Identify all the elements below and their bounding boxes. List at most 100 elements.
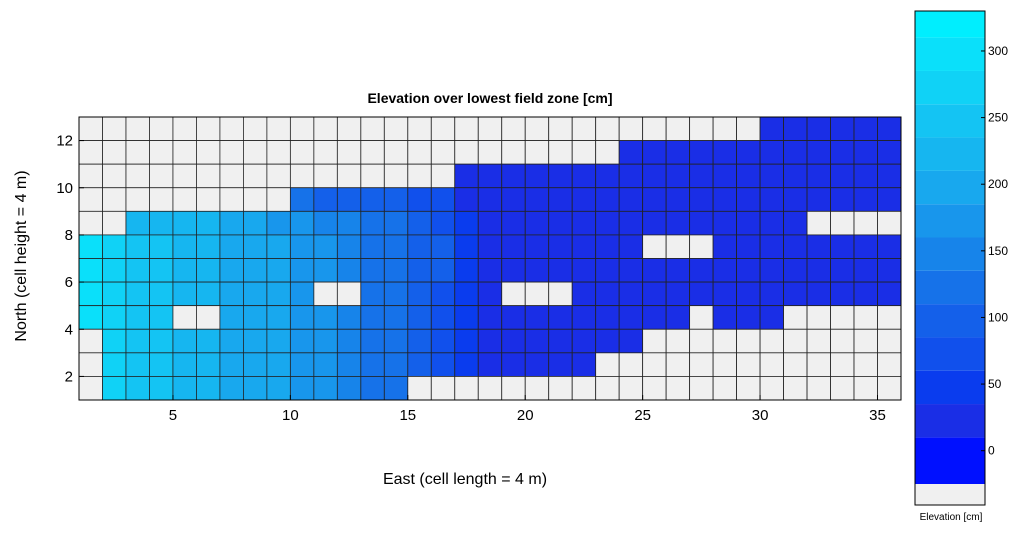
heatmap-cell-empty [266, 116, 291, 141]
heatmap-cell [407, 305, 432, 330]
heatmap-cell [454, 328, 479, 354]
heatmap-cell [877, 163, 902, 189]
heatmap-cell [102, 328, 127, 354]
heatmap-cell [454, 187, 479, 212]
heatmap-cell [524, 210, 550, 236]
heatmap-cell-empty [78, 116, 103, 141]
heatmap-cell [219, 305, 244, 330]
heatmap-cell [548, 328, 573, 354]
heatmap-cell [102, 376, 127, 401]
heatmap-cell [642, 140, 667, 165]
heatmap-cell [712, 234, 737, 259]
heatmap-cell-empty [524, 116, 550, 141]
heatmap-cell-empty [830, 352, 855, 377]
heatmap-cell [125, 328, 150, 354]
heatmap-cell-empty [266, 163, 291, 189]
heatmap-cell-empty [454, 116, 479, 141]
heatmap-cell [877, 116, 902, 141]
heatmap-cell [242, 305, 268, 330]
heatmap-cell [642, 258, 667, 283]
heatmap-cell-empty [806, 305, 831, 330]
heatmap-cell [759, 187, 784, 212]
heatmap-cell [501, 352, 526, 377]
heatmap-cell [407, 352, 432, 377]
heatmap-cell [571, 187, 597, 212]
heatmap-cell-empty [501, 116, 526, 141]
heatmap-cell-empty [172, 305, 197, 330]
heatmap-cell-empty [289, 163, 315, 189]
heatmap-cell-empty [477, 376, 503, 401]
heatmap-cell [548, 258, 573, 283]
y-axis-label: North (cell height = 4 m) [13, 170, 30, 341]
y-tick-label: 2 [65, 368, 73, 385]
heatmap-cell [830, 187, 855, 212]
heatmap-cell-empty [595, 140, 620, 165]
heatmap-cell [102, 305, 127, 330]
heatmap-cell [172, 376, 197, 401]
heatmap-cell [524, 187, 550, 212]
heatmap-cell [149, 281, 174, 307]
heatmap-cell-empty [853, 376, 878, 401]
heatmap-cell [454, 258, 479, 283]
heatmap-cell [665, 305, 691, 330]
heatmap-cell-empty [242, 140, 268, 165]
heatmap-cell [289, 352, 315, 377]
heatmap-cell-empty [219, 116, 244, 141]
heatmap-cell-empty [219, 163, 244, 189]
heatmap-cell [196, 352, 221, 377]
heatmap-cell [477, 328, 503, 354]
heatmap-cell [830, 163, 855, 189]
heatmap-cell-empty [524, 376, 550, 401]
heatmap-cell [665, 210, 691, 236]
heatmap-cell [125, 281, 150, 307]
heatmap-cell [149, 210, 174, 236]
heatmap-cell-empty [454, 376, 479, 401]
heatmap-cell [501, 187, 526, 212]
heatmap-cell [289, 210, 315, 236]
heatmap-cell [618, 210, 644, 236]
heatmap-cell [830, 258, 855, 283]
heatmap-cell [313, 376, 338, 401]
heatmap-cell [877, 281, 902, 307]
heatmap-cell [571, 328, 597, 354]
heatmap-cell [759, 258, 784, 283]
heatmap-cell [102, 281, 127, 307]
heatmap-cell-empty [430, 376, 456, 401]
heatmap-cell [102, 234, 127, 259]
heatmap-cell [149, 376, 174, 401]
heatmap-cell [407, 234, 432, 259]
heatmap-cell [313, 210, 338, 236]
heatmap-cell [853, 116, 878, 141]
heatmap-cell [172, 281, 197, 307]
heatmap-cell [102, 258, 127, 283]
heatmap-cell [219, 376, 244, 401]
heatmap-cell-empty [689, 352, 714, 377]
heatmap-cell-empty [618, 116, 644, 141]
heatmap-cell [454, 352, 479, 377]
y-tick-label: 12 [56, 133, 73, 150]
heatmap-cell [618, 140, 644, 165]
heatmap-cell [736, 210, 761, 236]
heatmap-cell-empty [149, 140, 174, 165]
colorbar-band [915, 437, 985, 484]
heatmap-cell-empty [172, 116, 197, 141]
heatmap-cell [360, 376, 385, 401]
heatmap-cell-empty [759, 376, 784, 401]
heatmap-cell [501, 210, 526, 236]
heatmap-cell [477, 163, 503, 189]
heatmap-cell [783, 140, 808, 165]
heatmap-cell [712, 163, 737, 189]
heatmap-cell [830, 140, 855, 165]
heatmap-cell [712, 140, 737, 165]
heatmap-cell-empty [853, 305, 878, 330]
heatmap-cell [783, 163, 808, 189]
heatmap-cell [689, 210, 714, 236]
heatmap-cell [430, 210, 456, 236]
heatmap-cell [759, 305, 784, 330]
heatmap-cell-empty [548, 281, 573, 307]
heatmap-cell [125, 352, 150, 377]
heatmap-cell [595, 328, 620, 354]
plot-frame [78, 116, 902, 401]
heatmap-cell [289, 258, 315, 283]
colorbar-band [915, 337, 985, 371]
